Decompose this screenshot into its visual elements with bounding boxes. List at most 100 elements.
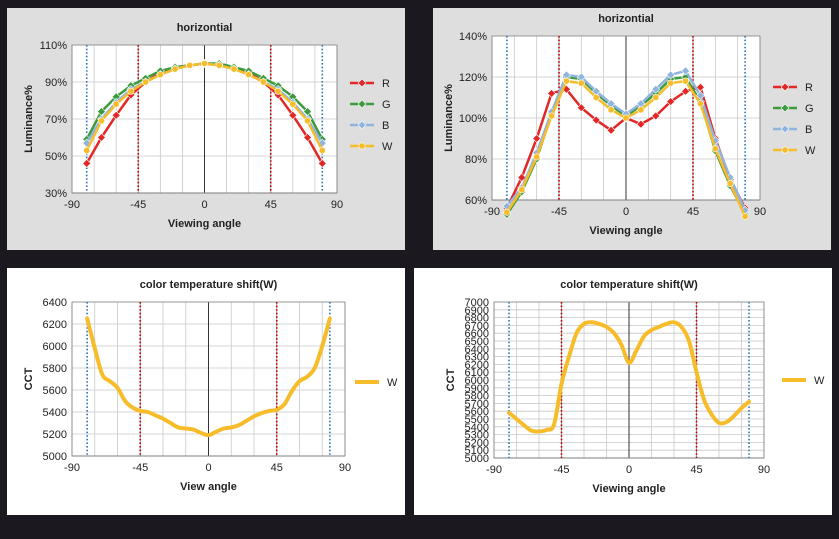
data-point xyxy=(288,110,298,120)
series-line xyxy=(507,320,751,434)
data-point xyxy=(503,208,511,216)
data-point xyxy=(651,84,661,94)
y-tick-label: 6800 xyxy=(465,313,489,325)
chart-panel-cct-2: 5000 5100 5200 5300 5400 5500 5600 5700 5800 5900… xyxy=(414,268,832,515)
y-tick-label: 6200 xyxy=(465,359,489,371)
chart-panel-cct-1: 5000 5200 5400 5600 5800 6000 6200 6400 -90 -45 0 4… xyxy=(7,268,405,515)
x-axis-label: Viewing angle xyxy=(589,225,662,237)
y-tick-label: 30% xyxy=(45,188,67,200)
data-point xyxy=(230,65,238,73)
y-axis-label: Luminance% xyxy=(443,84,455,152)
legend-entry: G xyxy=(350,99,391,111)
data-point xyxy=(726,180,734,188)
data-point xyxy=(682,77,690,85)
legend-entry: W xyxy=(773,145,816,157)
x-tick-label: -90 xyxy=(486,464,502,476)
chart-title: horizontial xyxy=(598,13,654,25)
legend-entry: B xyxy=(773,124,812,136)
y-tick-label: 6700 xyxy=(465,320,489,332)
y-tick-label: 5300 xyxy=(465,430,489,442)
data-point xyxy=(518,186,526,194)
data-point xyxy=(171,65,179,73)
legend-marker xyxy=(357,78,367,88)
data-point xyxy=(82,158,92,168)
y-tick-label: 6600 xyxy=(465,328,489,340)
y-tick-label: 5600 xyxy=(43,385,67,397)
y-tick-label: 5900 xyxy=(465,383,489,395)
data-point xyxy=(127,87,135,95)
legend-label: G xyxy=(805,103,814,115)
data-point xyxy=(289,100,297,108)
data-point xyxy=(303,133,312,142)
legend-label: W xyxy=(387,377,398,389)
legend-label: R xyxy=(382,78,390,90)
data-point xyxy=(681,86,690,96)
data-point xyxy=(245,71,253,79)
legend-entry: R xyxy=(773,82,813,94)
legend-marker xyxy=(781,146,789,154)
y-tick-label: 6400 xyxy=(465,344,489,356)
legend-entry: R xyxy=(350,78,390,90)
legend-label: G xyxy=(382,99,391,111)
legend-label: B xyxy=(382,120,389,132)
series-W xyxy=(83,59,326,154)
y-tick-label: 6900 xyxy=(465,305,489,317)
data-point xyxy=(741,212,749,220)
series-W xyxy=(503,77,749,220)
data-point xyxy=(681,66,690,76)
y-tick-label: 70% xyxy=(45,114,67,126)
data-point xyxy=(666,97,676,107)
y-tick-label: 5100 xyxy=(465,445,489,457)
data-point xyxy=(637,106,645,114)
data-point xyxy=(711,145,719,153)
x-tick-label: 45 xyxy=(265,199,277,211)
chart-title: color temperature shift(W) xyxy=(140,279,278,291)
y-tick-label: 6000 xyxy=(465,375,489,387)
x-tick-label: -90 xyxy=(64,462,80,474)
data-point xyxy=(651,111,661,121)
x-axis-label: Viewing angle xyxy=(592,483,665,495)
y-tick-label: 90% xyxy=(45,77,67,89)
chart-title: color temperature shift(W) xyxy=(560,279,698,291)
data-point xyxy=(215,61,223,69)
data-point xyxy=(696,100,704,108)
y-tick-label: 5800 xyxy=(43,363,67,375)
x-tick-label: -45 xyxy=(132,462,148,474)
x-tick-label: -90 xyxy=(484,206,500,218)
data-point xyxy=(591,115,601,125)
x-tick-label: -45 xyxy=(554,464,570,476)
legend-entry: B xyxy=(350,120,389,132)
data-point xyxy=(606,125,616,135)
y-tick-label: 6500 xyxy=(465,336,489,348)
y-axis-label: Luminance% xyxy=(23,85,35,153)
legend-marker xyxy=(780,103,790,113)
data-point xyxy=(607,106,615,114)
chart-cct-2: 5000510052005300540055005600570058005900… xyxy=(414,268,832,515)
y-tick-label: 5000 xyxy=(465,453,489,465)
x-tick-label: -90 xyxy=(64,199,80,211)
legend-marker xyxy=(357,120,367,130)
y-tick-label: 5800 xyxy=(465,391,489,403)
data-point xyxy=(517,173,527,182)
y-tick-label: 6300 xyxy=(465,352,489,364)
legend-label: W xyxy=(814,375,825,387)
plot-border xyxy=(71,301,346,457)
y-tick-label: 5000 xyxy=(43,451,67,463)
data-point xyxy=(666,70,676,80)
x-tick-label: 90 xyxy=(758,464,770,476)
y-tick-label: 80% xyxy=(465,154,487,166)
x-tick-label: 45 xyxy=(690,464,702,476)
y-axis-label: CCT xyxy=(445,368,457,391)
data-point xyxy=(532,134,542,143)
x-tick-label: 90 xyxy=(331,199,343,211)
y-tick-label: 5500 xyxy=(465,414,489,426)
y-tick-label: 60% xyxy=(465,195,487,207)
y-tick-label: 5200 xyxy=(465,437,489,449)
data-point xyxy=(97,133,106,142)
y-tick-label: 5200 xyxy=(43,429,67,441)
data-point xyxy=(592,94,600,102)
legend-entry: W xyxy=(355,377,398,389)
data-point xyxy=(274,87,282,95)
y-tick-label: 7000 xyxy=(465,297,489,309)
y-tick-label: 6000 xyxy=(43,341,67,353)
